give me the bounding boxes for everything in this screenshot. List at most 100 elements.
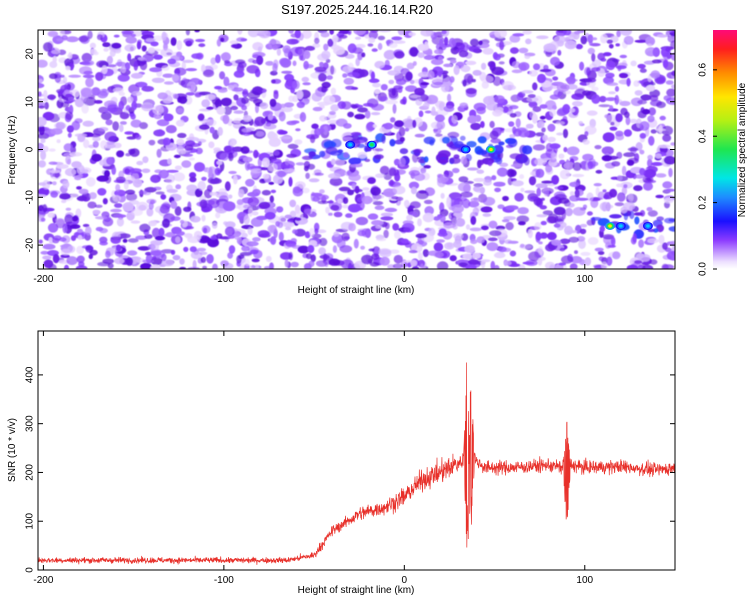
spectrogram-cell [515, 118, 521, 128]
spectrogram-cell [251, 211, 259, 216]
spectrogram-x-ticks: -200 -100 0 100 [33, 30, 594, 285]
spectrogram-cell [308, 260, 315, 267]
spectrogram-cell [522, 261, 535, 265]
spectrogram-cell [505, 205, 519, 211]
spectrogram-cell [216, 160, 223, 165]
spectrogram-cell [57, 49, 67, 56]
spectrogram-cell [265, 255, 272, 263]
spectrogram-cell [272, 62, 278, 73]
spectrogram-cell [555, 121, 565, 126]
spectrogram-cell [112, 87, 124, 93]
spectrogram-cell [433, 216, 441, 221]
spectrogram-cell [102, 42, 111, 48]
spectrogram-cell [307, 244, 315, 254]
spectrogram-cell [495, 156, 503, 165]
spectrogram-cell [70, 193, 79, 198]
spectrogram-cell [280, 103, 286, 108]
spectrogram-cell [465, 264, 477, 269]
spectrogram-peak-core [608, 224, 612, 228]
spectrogram-cell [540, 197, 545, 201]
spectrogram-cell [518, 221, 526, 226]
spectrogram-cell [95, 72, 104, 81]
spectrogram-cell [398, 126, 406, 137]
spectrogram-cell [639, 167, 646, 176]
spectrogram-cell [101, 65, 108, 75]
spectrogram-cell [458, 262, 468, 268]
spectrogram-cell [290, 120, 300, 124]
spectrogram-cell [408, 181, 420, 190]
spectrogram-cell [162, 233, 176, 237]
spectrogram-cell [420, 167, 427, 174]
spectrogram-cell [643, 168, 657, 179]
snr-y-label: SNR (10 * v/v) [7, 418, 18, 482]
spectrogram-cell [372, 82, 382, 88]
spectrogram-cell [215, 54, 221, 64]
spectrogram-cell [188, 157, 195, 161]
spectrogram-cell [150, 264, 161, 269]
spectrogram-cell [509, 113, 517, 118]
spectrogram-cell [647, 158, 653, 168]
spectrogram-cell [481, 62, 487, 70]
spectrogram-cell [354, 113, 366, 120]
spectrogram-cell [402, 220, 414, 226]
spectrogram-cell [559, 238, 571, 245]
spectrogram-cell [137, 246, 151, 251]
spectrogram-cell [189, 172, 197, 179]
spectrogram-cell [231, 44, 238, 48]
spectrogram-cell [310, 135, 316, 144]
spectrogram-cell [466, 141, 477, 148]
spectrogram-cell [100, 111, 112, 121]
colorbar-label: Normalized spectral amplitude [737, 82, 748, 217]
spectrogram-cell [328, 258, 341, 266]
spectrogram-cell [332, 34, 339, 43]
spectrogram-cell [208, 141, 215, 149]
spectrogram-cell [650, 162, 664, 166]
spectrogram-cell [512, 33, 525, 37]
spectrogram-cell [387, 70, 400, 76]
spectrogram-cell [474, 187, 486, 193]
spectrogram-peak-core [619, 224, 623, 228]
spectrogram-cell [603, 52, 612, 57]
spectrogram-cell [632, 233, 637, 243]
spectrogram-cell [117, 74, 130, 82]
spectrogram-cell [497, 204, 505, 209]
spectrogram-cell [165, 125, 177, 134]
spectrogram-cell [467, 167, 479, 171]
spectrogram-cell [170, 200, 178, 209]
spectrogram-cell [443, 222, 457, 229]
spectrogram-cell [446, 242, 453, 248]
spectrogram-cell [338, 186, 351, 192]
spectrogram-cell [391, 36, 403, 41]
spectrogram-cell [55, 121, 66, 130]
spectrogram-cell [107, 104, 119, 113]
spectrogram-cell [40, 217, 46, 222]
spectrogram-cell [141, 102, 154, 112]
spectrogram-cell [623, 129, 633, 137]
spectrogram-cell [347, 72, 361, 78]
spectrogram-cell [463, 73, 474, 83]
spectrogram-cell [453, 233, 464, 240]
spectrogram-cell [339, 245, 353, 253]
spectrogram-cell [133, 60, 139, 71]
spectrogram-cell [443, 63, 453, 68]
spectrogram-cell [65, 111, 74, 121]
spectrogram-cell [623, 184, 628, 189]
spectrogram-cell [210, 235, 217, 240]
spectrogram-cell [450, 59, 457, 64]
spectrogram-cell [165, 144, 174, 148]
spectrogram-cell [647, 210, 658, 217]
spectrogram-cell [658, 124, 663, 134]
spectrogram-cell [250, 249, 259, 255]
spectrogram-cell [114, 257, 125, 265]
spectrogram-cell [318, 247, 326, 255]
spectrogram-cell [670, 142, 675, 146]
spectrogram-cell [94, 204, 103, 208]
spectrogram-cell [578, 121, 584, 125]
spectrogram-cell [350, 132, 361, 136]
spectrogram-cell [303, 50, 311, 59]
spectrogram-cell [533, 63, 541, 71]
spectrogram-cell [374, 60, 385, 69]
spectrogram-cell [48, 237, 53, 243]
spectrogram-cell [659, 115, 666, 121]
spectrogram-cell [206, 184, 213, 192]
